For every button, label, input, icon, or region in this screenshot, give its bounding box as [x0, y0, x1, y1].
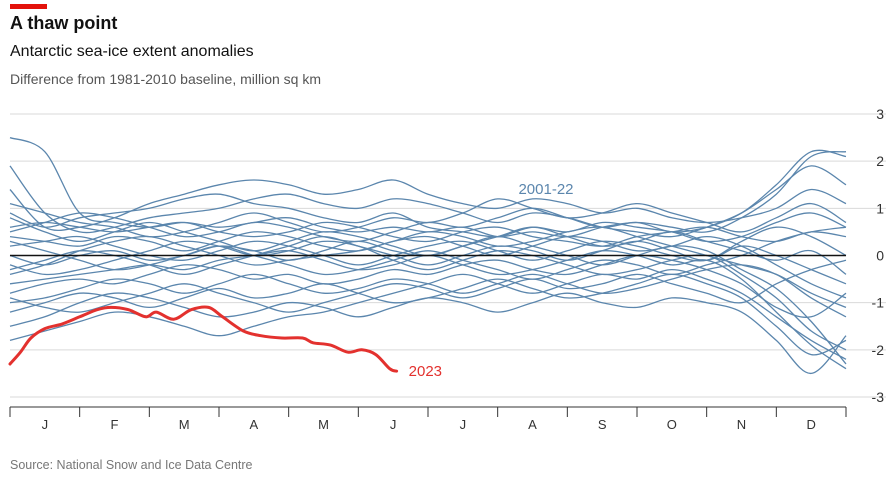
x-tick-label: D	[806, 417, 815, 432]
y-tick-label: 3	[876, 106, 884, 122]
x-tick-label: J	[460, 417, 467, 432]
x-tick-label: J	[390, 417, 397, 432]
source-note: Source: National Snow and Ice Data Centr…	[10, 458, 253, 472]
y-axis: -3 -2 -1 0 1 2 3	[872, 106, 885, 405]
history-line-2015	[9, 292, 847, 375]
x-tick-label: M	[179, 417, 190, 432]
current-line-2023	[8, 305, 399, 373]
y-tick-label: 0	[876, 248, 884, 264]
history-series	[9, 136, 847, 375]
current-series	[8, 305, 399, 373]
series-label-2023: 2023	[409, 363, 442, 380]
history-line-2022	[9, 149, 847, 243]
history-line-2004	[9, 193, 847, 243]
accent-bar	[10, 4, 47, 9]
y-tick-label: 1	[876, 200, 884, 216]
x-tick-label: O	[667, 417, 677, 432]
x-tick-label: N	[737, 417, 746, 432]
axis-units-label: Difference from 1981-2010 baseline, mill…	[10, 71, 322, 87]
x-tick-label: A	[249, 417, 258, 432]
x-tick-label: S	[598, 417, 607, 432]
y-tick-label: -1	[872, 295, 885, 311]
x-tick-label: J	[42, 417, 49, 432]
y-tick-label: 2	[876, 153, 884, 169]
chart-subtitle: Antarctic sea-ice extent anomalies	[10, 43, 254, 60]
y-tick-label: -2	[872, 342, 885, 358]
series-label-2001-22: 2001-22	[518, 181, 573, 198]
history-line-2016	[9, 268, 847, 360]
history-line-2013	[9, 264, 847, 318]
x-tick-label: F	[111, 417, 119, 432]
history-line-2006	[9, 231, 847, 299]
history-line-2021	[9, 259, 847, 313]
y-tick-label: -3	[872, 389, 885, 405]
history-line-2019	[9, 198, 847, 238]
chart-title: A thaw point	[10, 13, 118, 33]
history-line-2020	[9, 235, 847, 285]
x-tick-label: M	[318, 417, 329, 432]
history-line-2018	[9, 226, 847, 280]
x-tick-label: A	[528, 417, 537, 432]
